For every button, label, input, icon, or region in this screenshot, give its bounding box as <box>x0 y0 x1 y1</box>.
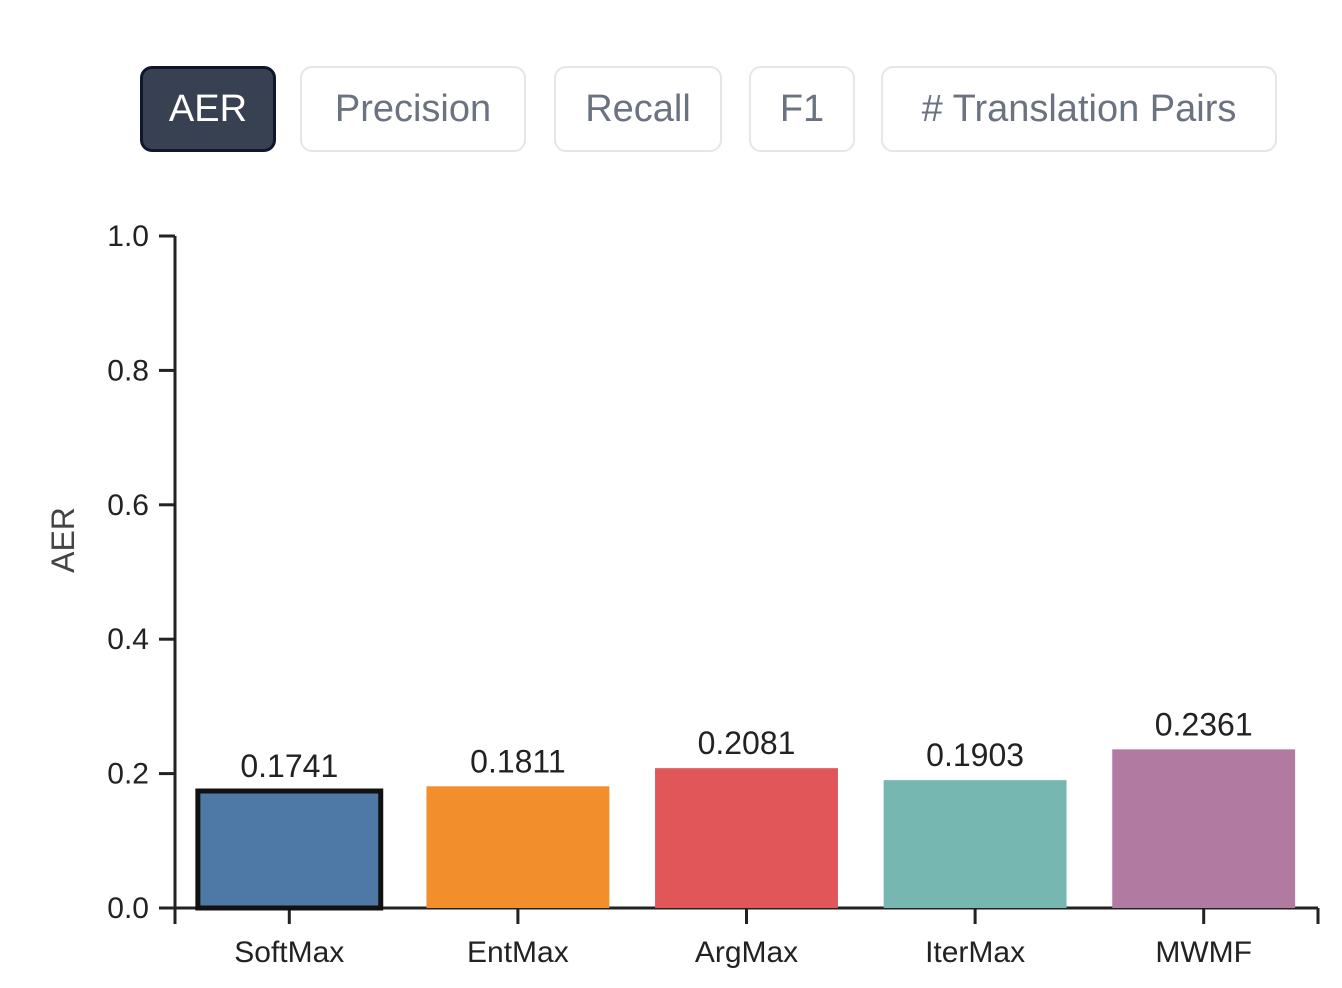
y-tick-label: 1.0 <box>107 220 149 253</box>
y-tick-label: 0.4 <box>107 623 149 656</box>
bar-itermax <box>883 780 1067 908</box>
x-tick-label: EntMax <box>467 936 569 969</box>
tab-recall[interactable]: Recall <box>554 66 722 152</box>
bar-value-label: 0.1903 <box>926 737 1024 773</box>
y-axis: 0.0 0.2 0.4 0.6 0.8 1.0 <box>107 220 177 925</box>
y-axis-title: AER <box>45 507 81 573</box>
y-tick-label: 0.6 <box>107 489 149 522</box>
bars: 0.1741 0.1811 0.2081 0.1903 0.2361 <box>195 706 1296 911</box>
bar-value-label: 0.1741 <box>240 748 338 784</box>
x-tick-label: ArgMax <box>695 936 798 969</box>
x-axis: SoftMax EntMax ArgMax IterMax MWMF <box>175 906 1320 969</box>
x-tick-label: MWMF <box>1155 936 1252 969</box>
bar-value-label: 0.1811 <box>470 743 566 779</box>
tab-aer[interactable]: AER <box>140 66 276 152</box>
bar-entmax <box>426 786 610 908</box>
bar-argmax <box>655 768 838 908</box>
bar-mwmf <box>1112 749 1296 908</box>
y-tick-label: 0.0 <box>107 892 149 925</box>
bar-value-label: 0.2081 <box>698 725 796 761</box>
bar-value-label: 0.2361 <box>1155 706 1253 742</box>
y-tick-label: 0.2 <box>107 758 149 791</box>
x-tick-label: SoftMax <box>234 936 344 969</box>
x-tick-label: IterMax <box>925 936 1025 969</box>
bar-softmax <box>195 788 384 911</box>
tab-f1[interactable]: F1 <box>749 66 855 152</box>
y-tick-label: 0.8 <box>107 354 149 387</box>
tab-precision[interactable]: Precision <box>300 66 526 152</box>
tab-translation-pairs[interactable]: # Translation Pairs <box>881 66 1277 152</box>
